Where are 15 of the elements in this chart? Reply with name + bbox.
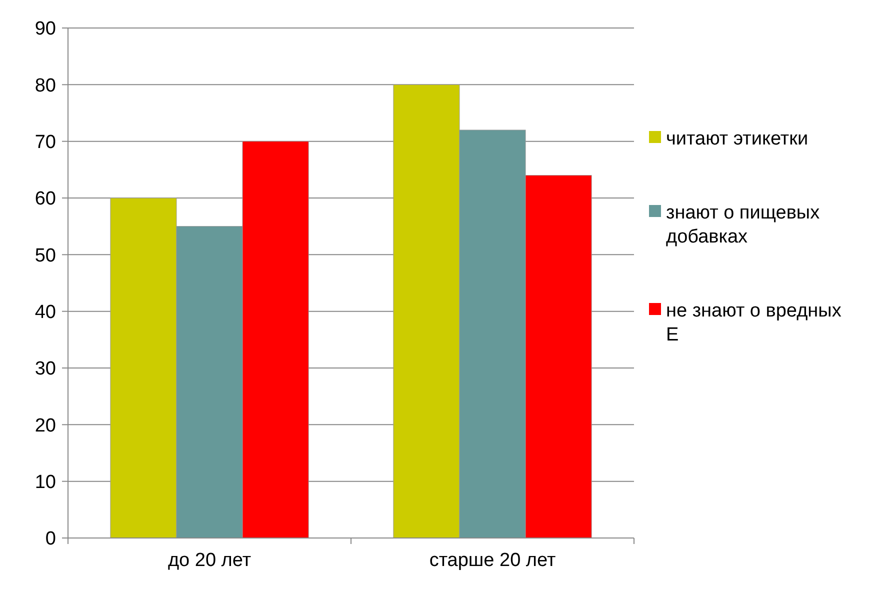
- y-tick-label: 20: [34, 415, 56, 436]
- y-tick-label: 90: [34, 18, 56, 40]
- y-tick-label: 60: [34, 188, 56, 210]
- legend-label: не знают о вредных Е: [666, 300, 842, 346]
- y-tick-label: 0: [45, 528, 56, 550]
- y-tick-label: 40: [34, 302, 56, 323]
- legend-label: читают этикетки: [666, 128, 808, 150]
- y-tick-label: 10: [34, 472, 56, 493]
- y-tick-label: 70: [34, 132, 56, 153]
- x-tick-label: старше 20 лет: [429, 550, 556, 571]
- y-tick-label: 80: [34, 75, 56, 96]
- x-tick-label: до 20 лет: [168, 550, 252, 571]
- y-tick-label: 30: [34, 358, 56, 380]
- y-tick-label: 50: [34, 245, 56, 266]
- legend-label: знают о пищевых добавках: [666, 202, 820, 248]
